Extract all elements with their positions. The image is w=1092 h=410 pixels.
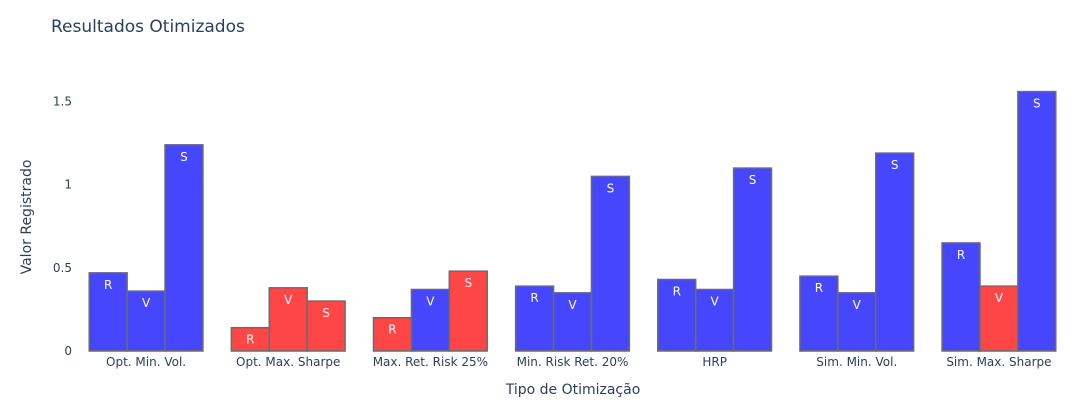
y-tick-label: 0.5 (53, 261, 72, 275)
x-tick-label: Sim. Max. Sharpe (946, 355, 1051, 369)
x-tick-label: Sim. Min. Vol. (816, 355, 897, 369)
bar-label: R (957, 248, 965, 262)
bar-s (732, 167, 773, 352)
bar-v (837, 292, 877, 352)
y-tick-label: 1.5 (53, 95, 72, 109)
bar-label: S (749, 173, 757, 187)
bar-label: S (322, 306, 330, 320)
bar-label: V (995, 291, 1004, 305)
x-tick-label: HRP (702, 355, 727, 369)
bar-label: S (180, 150, 188, 164)
bar-label: V (568, 298, 577, 312)
bar-v (694, 288, 735, 352)
y-tick-label: 1 (64, 178, 72, 192)
bar-label: R (388, 323, 396, 337)
x-tick-label: Min. Risk Ret. 20% (517, 355, 629, 369)
bar-label: S (1033, 97, 1041, 111)
bar-label: V (426, 294, 435, 308)
bar-label: V (711, 294, 720, 308)
bar-label: R (530, 291, 538, 305)
bar-s (590, 175, 631, 352)
y-axis-title: Valor Registrado (19, 160, 35, 275)
bar-label: R (104, 278, 112, 292)
bar-label: R (246, 333, 254, 347)
bar-label: S (607, 181, 615, 195)
bar-label: S (891, 158, 899, 172)
bar-label: V (284, 293, 293, 307)
bar-r (941, 242, 981, 352)
bar-v (410, 288, 451, 352)
bar-label: S (464, 276, 472, 290)
bar-s (874, 152, 915, 352)
bar-r (799, 275, 839, 352)
bar-label: R (815, 281, 823, 295)
x-axis: Opt. Min. Vol. Opt. Max. Sharpe Max. Ret. … (106, 355, 1052, 369)
bar-s (306, 300, 346, 352)
bar-r (514, 285, 555, 352)
bar-v (979, 285, 1019, 352)
bar-label: R (673, 284, 681, 298)
chart-title: Resultados Otimizados (51, 17, 245, 37)
x-tick-label: Opt. Max. Sharpe (236, 355, 340, 369)
bar-v (268, 287, 308, 352)
plot-area: R V S R V S R V S R V S R V S R V S R V S (88, 90, 1057, 352)
x-axis-title: Tipo de Otimização (505, 382, 641, 398)
bar-r (657, 278, 697, 352)
bar-s (448, 270, 488, 352)
y-axis: 0 0.5 1 1.5 (53, 95, 72, 358)
bar-v (126, 290, 166, 352)
bar-label: V (142, 296, 151, 310)
bar-s (1017, 90, 1057, 352)
bar-r (372, 316, 413, 352)
x-tick-label: Opt. Min. Vol. (106, 355, 186, 369)
bar-v (552, 292, 593, 352)
bar-label: V (853, 298, 862, 312)
y-tick-label: 0 (64, 344, 72, 358)
x-tick-label: Max. Ret. Risk 25% (373, 355, 488, 369)
bar-r (88, 272, 128, 352)
bar-s (164, 144, 204, 352)
